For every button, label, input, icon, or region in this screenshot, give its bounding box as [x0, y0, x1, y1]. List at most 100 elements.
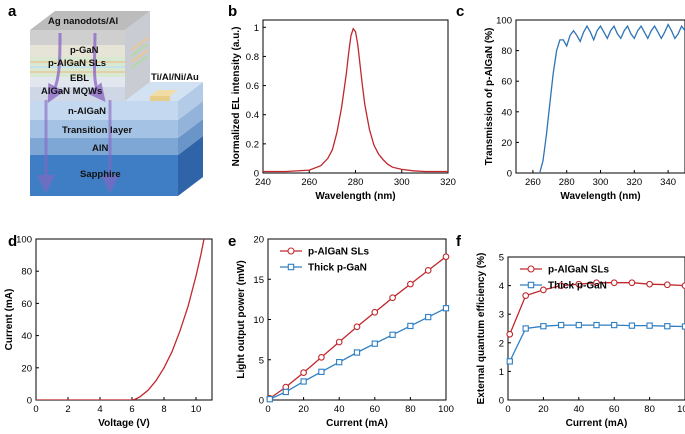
ebl-layer	[30, 77, 125, 87]
data-point-square	[425, 313, 432, 321]
cap-layer	[30, 30, 125, 45]
x-axis-title-e: Current (mA)	[326, 418, 388, 429]
y-tick-label: 0.4	[246, 110, 259, 121]
layer-label-sls: p-AlGaN SLs	[48, 58, 106, 69]
sls-side-stripe	[130, 49, 149, 63]
x-tick-label: 4	[97, 404, 102, 415]
chart-panel-e: 0 20 40 60 80 100 0 5 10 15 20 Current (mA) Light ou…	[236, 235, 454, 430]
data-point-circle	[646, 280, 653, 288]
x-tick-label: 300	[394, 177, 410, 188]
data-point-square	[266, 396, 273, 403]
layer-label-pgan: p-GaN	[70, 45, 99, 56]
y-tick-label: 0	[499, 396, 504, 407]
x-tick-label: 0	[505, 404, 510, 415]
x-tick-label: 60	[609, 404, 620, 415]
y-tick-label: 40	[501, 107, 512, 118]
legend-marker-circle	[287, 247, 295, 255]
y-axis-title-f: External quantum efficiency (%)	[476, 253, 487, 405]
y-tick-label: 40	[21, 331, 32, 342]
y-axis-title-d: Current (mA)	[4, 289, 15, 351]
x-tick-label: 320	[440, 177, 456, 188]
data-point-square	[664, 323, 671, 330]
y-axis-title-b: Normalized EL intensity (a.u.)	[231, 27, 242, 167]
data-point-circle	[318, 353, 325, 361]
x-tick-label: 40	[574, 404, 585, 415]
layer-label-nalgan: n-AlGaN	[68, 106, 106, 117]
data-point-square	[336, 359, 343, 366]
x-tick-label: 340	[660, 177, 676, 188]
x-axis-title-f: Current (mA)	[566, 418, 628, 429]
y-tick-label: 0.2	[246, 139, 259, 150]
data-point-square	[318, 368, 325, 375]
pgan-layer	[30, 45, 125, 57]
x-tick-label: 80	[644, 404, 655, 415]
contact-top	[150, 90, 178, 96]
data-point-square	[681, 323, 685, 330]
data-point-square	[611, 321, 618, 329]
legend-marker-circle	[527, 265, 535, 273]
contact-pad	[150, 96, 170, 101]
nalgan-side	[178, 82, 203, 120]
sls-side-stripe	[130, 37, 149, 51]
x-tick-label: 320	[626, 177, 642, 188]
data-point-square	[300, 378, 307, 385]
y-tick-label: 0	[259, 396, 264, 407]
y-tick-label: 1	[254, 23, 259, 34]
y-tick-label: 20	[501, 138, 512, 149]
series-line-d-0	[36, 239, 205, 400]
data-point-square	[506, 358, 513, 365]
x-tick-label: 300	[593, 177, 609, 188]
y-tick-label: 0.8	[246, 52, 259, 63]
data-point-circle	[353, 323, 361, 331]
y-tick-label: 4	[499, 281, 504, 292]
chart-panel-f: 0 20 40 60 80 100 0 1 2 3 4 5 Current (mA) External q…	[476, 253, 685, 429]
legend-marker-square	[287, 263, 295, 271]
layer-label-ag: Ag nanodots/Al	[48, 16, 118, 27]
current-arrow-right	[87, 32, 106, 103]
data-point-circle	[681, 282, 685, 289]
data-point-circle	[575, 280, 583, 288]
x-tick-label: 80	[405, 404, 416, 415]
data-point-square	[353, 349, 361, 356]
current-arrow-left	[47, 32, 65, 103]
x-tick-label: 8	[161, 404, 166, 415]
nalgan-front	[30, 101, 178, 120]
x-tick-label: 260	[301, 177, 317, 188]
contact-label: Ti/Al/Ni/Au	[151, 72, 199, 83]
y-tick-label: 10	[253, 315, 264, 326]
y-axis-title-c: Transmission of p-AlGaN (%)	[484, 28, 495, 166]
x-tick-label: 0	[265, 404, 270, 415]
layer-label-mqw: AlGaN MQWs	[41, 86, 102, 97]
layer-label-aln: AlN	[92, 143, 109, 154]
y-tick-label: 1	[499, 367, 504, 378]
sapphire-side	[178, 136, 203, 196]
x-tick-label: 60	[370, 404, 381, 415]
y-tick-label: 5	[499, 253, 504, 264]
plot-frame-b	[262, 19, 449, 174]
sls-side-stripe	[130, 43, 149, 57]
transition-front	[30, 120, 178, 138]
mesa-top	[30, 11, 150, 30]
y-tick-label: 5	[259, 355, 264, 366]
layer-label-transition: Transition layer	[62, 125, 133, 136]
data-point-circle	[593, 279, 600, 287]
data-point-square	[522, 325, 529, 332]
data-point-square	[646, 322, 653, 329]
chart-panel-b: 240 260 280 300 320 0 0.2 0.4 0.6 0.8 1 Wavelength …	[231, 19, 456, 202]
data-point-circle	[628, 279, 636, 287]
data-point-circle	[407, 280, 414, 288]
x-tick-label: 6	[129, 404, 134, 415]
series-line-c-0	[538, 23, 685, 173]
chart-panel-c: 260 280 300 320 340 0 20 40 60 80 100 Wavelength (n…	[484, 16, 685, 202]
panel-label-b: b	[228, 3, 237, 20]
x-tick-label: 10	[191, 404, 202, 415]
layer-label-ebl: EBL	[70, 73, 89, 84]
data-point-circle	[335, 338, 343, 346]
data-point-circle	[522, 292, 530, 299]
data-point-square	[628, 322, 636, 329]
data-point-circle	[300, 369, 307, 376]
y-tick-label: 100	[16, 235, 32, 246]
plot-frame-c	[515, 19, 685, 174]
panel-label-a: a	[8, 3, 17, 20]
